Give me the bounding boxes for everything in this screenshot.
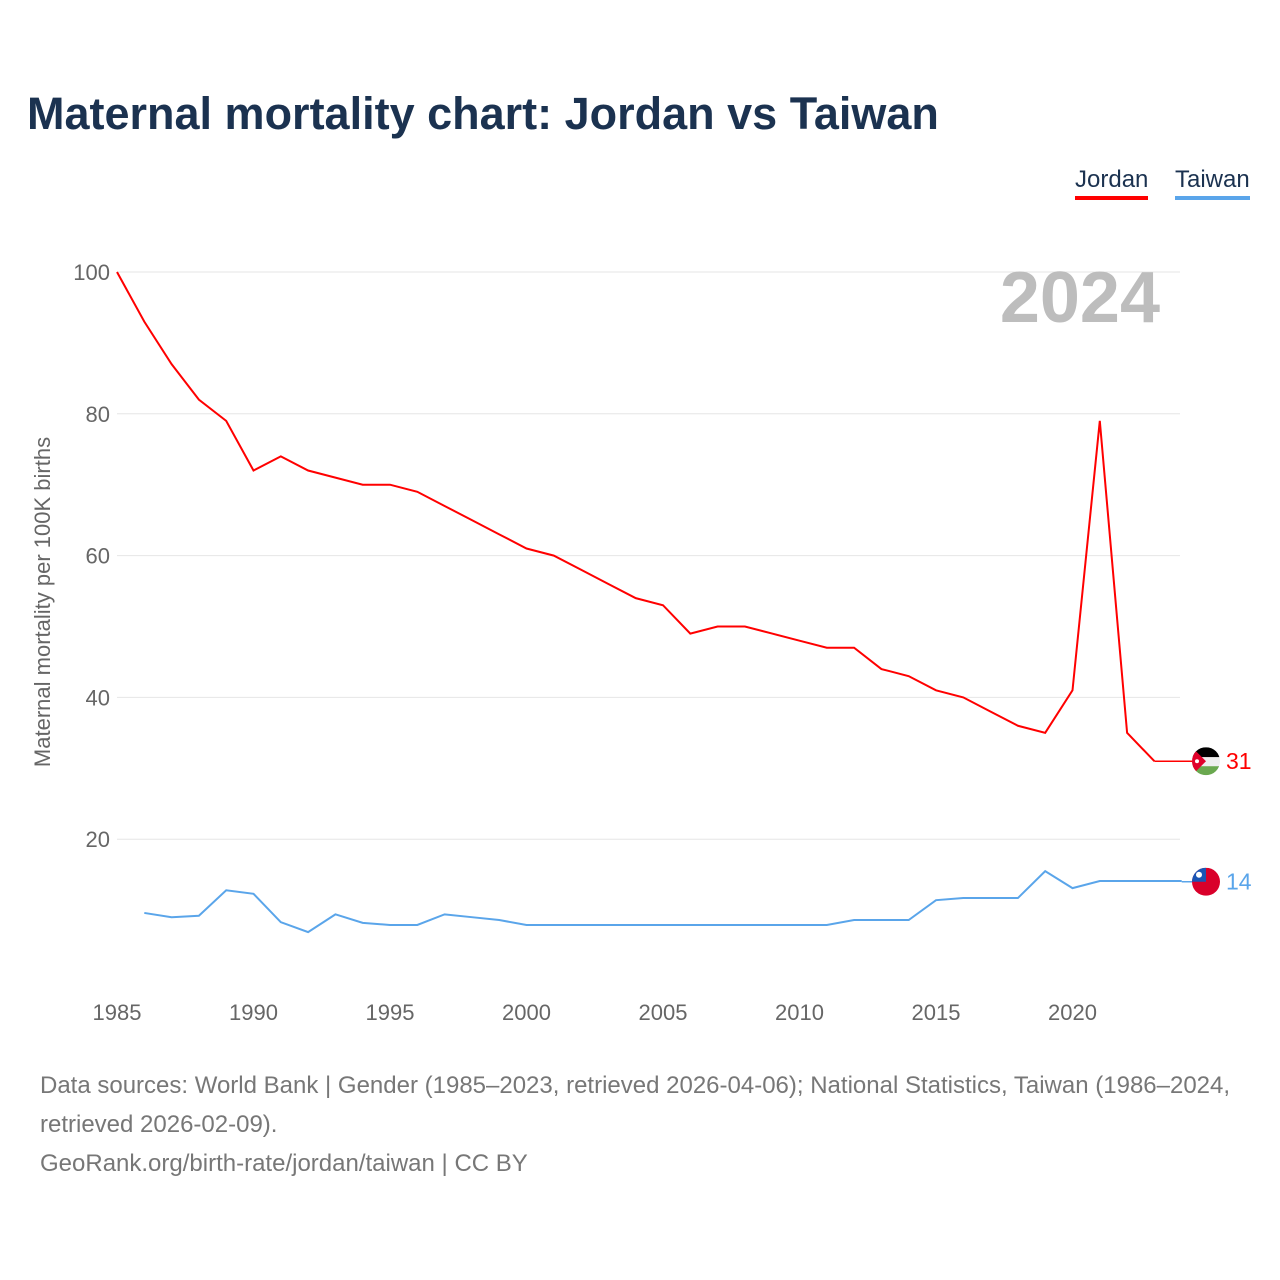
y-tick-label: 20 xyxy=(86,827,110,852)
end-label-jordan: 31 xyxy=(1226,748,1252,774)
series-line-taiwan xyxy=(144,869,1182,934)
series-line-jordan xyxy=(116,271,1156,762)
y-tick-label: 60 xyxy=(86,544,110,569)
y-axis-label: Maternal mortality per 100K births xyxy=(30,437,55,767)
taiwan-flag-icon xyxy=(1192,867,1220,896)
y-tick-label: 100 xyxy=(73,260,110,285)
x-tick-label: 1995 xyxy=(366,1000,415,1025)
y-tick-label: 80 xyxy=(86,402,110,427)
year-watermark: 2024 xyxy=(1000,258,1160,338)
x-tick-label: 2005 xyxy=(639,1000,688,1025)
legend-jordan[interactable]: Jordan xyxy=(1075,166,1149,200)
jordan-flag-icon xyxy=(1192,747,1220,776)
x-tick-label: 2010 xyxy=(775,1000,824,1025)
source-note: Data sources: World Bank | Gender (1985–… xyxy=(40,1066,1240,1183)
x-tick-label: 2015 xyxy=(912,1000,961,1025)
source-line-2: GeoRank.org/birth-rate/jordan/taiwan | C… xyxy=(40,1150,528,1177)
source-line-1: Data sources: World Bank | Gender (1985–… xyxy=(40,1072,1231,1138)
x-tick-label: 2000 xyxy=(502,1000,551,1025)
end-label-taiwan: 14 xyxy=(1226,869,1252,895)
legend-taiwan[interactable]: Taiwan xyxy=(1175,166,1250,200)
chart-title: Maternal mortality chart: Jordan vs Taiw… xyxy=(27,88,939,139)
x-tick-label: 1985 xyxy=(93,1000,142,1025)
x-tick-label: 1990 xyxy=(229,1000,278,1025)
y-tick-label: 40 xyxy=(86,685,110,710)
x-tick-label: 2020 xyxy=(1048,1000,1097,1025)
